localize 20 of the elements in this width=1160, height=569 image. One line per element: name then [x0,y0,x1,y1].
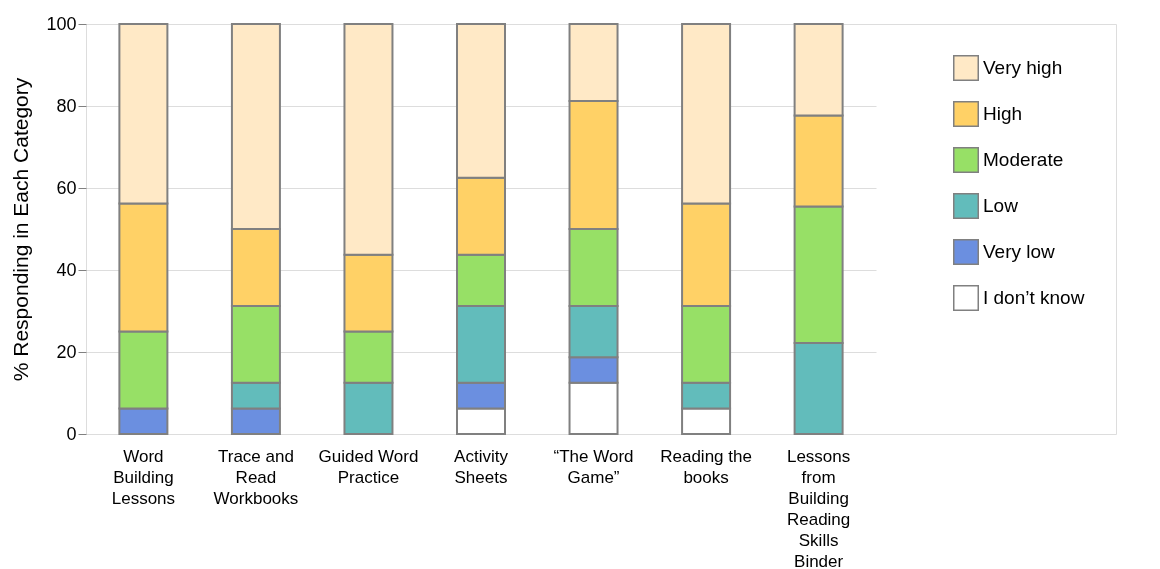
x-tick-label: Reading the books [660,446,752,487]
x-tick-label: Trace and Read Workbooks [213,446,299,508]
y-tick-label: 60 [56,177,77,198]
y-axis-title: % Responding in Each Category [9,77,33,382]
legend-label: I don’t know [983,287,1085,308]
legend-label: Very low [983,241,1056,262]
x-tick-label: Lessons from Building Reading Skills Binder [786,446,851,569]
y-tick-label: 0 [66,423,77,444]
y-tick-label: 100 [46,13,77,34]
y-tick-label: 40 [56,259,77,280]
legend-label: Low [983,195,1019,216]
x-tick-label: Guided Word Practice [318,446,419,487]
x-tick-label: Activity Sheets [454,446,509,487]
legend-label: High [983,103,1023,124]
y-tick-label: 20 [56,341,77,362]
legend-label: Very high [983,57,1063,78]
x-tick-label: Word Building Lessons [111,446,176,508]
x-tick-label: “The Word Game” [553,446,634,487]
legend-label: Moderate [983,149,1064,170]
y-tick-label: 80 [56,95,77,116]
